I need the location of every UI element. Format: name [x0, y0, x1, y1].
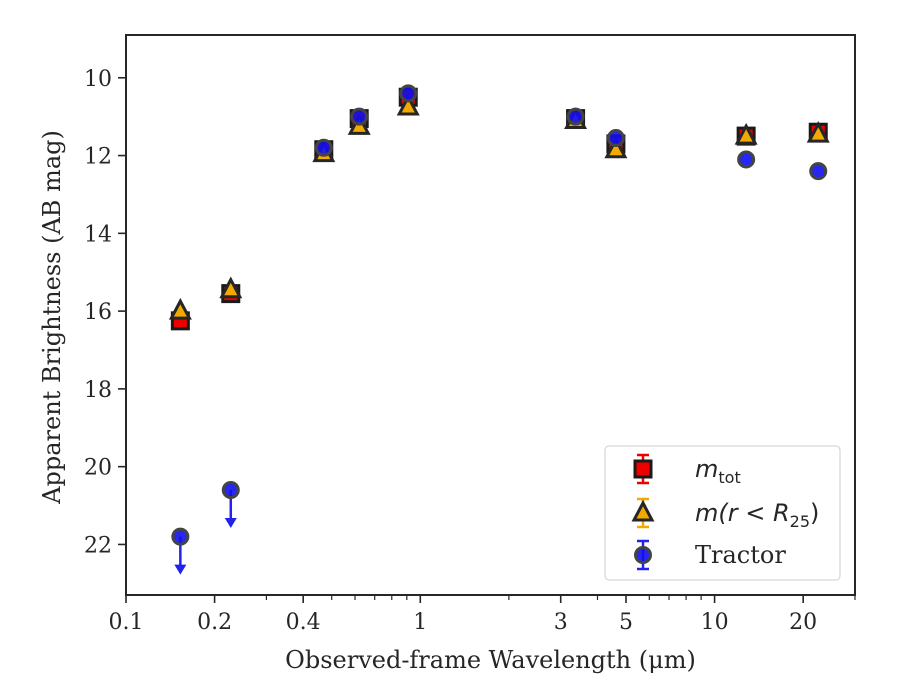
y-tick-label: 14 [84, 222, 112, 247]
legend-square-marker [633, 459, 653, 479]
legend-item: m(r < R25) [631, 497, 819, 531]
triangle-marker [604, 136, 628, 159]
y-tick-label: 12 [84, 145, 112, 170]
x-tick-label: 10 [701, 610, 729, 635]
upper-limit-arrow-head [174, 564, 187, 575]
series-circle [171, 84, 828, 575]
plot-frame [125, 34, 856, 596]
circle-marker [809, 162, 828, 181]
legend-item: mtot [633, 453, 741, 487]
circle-marker [314, 138, 333, 157]
circle-marker [737, 150, 756, 169]
legend-box [604, 445, 841, 581]
x-tick-label: 20 [789, 610, 817, 635]
legend-circle-marker [634, 546, 652, 564]
upper-limit-arrow-head [224, 518, 237, 528]
triangle-marker [396, 93, 420, 116]
legend-label: mtot [695, 455, 741, 487]
triangle-marker [806, 120, 830, 143]
x-tick-label: 3 [554, 610, 568, 635]
legend-label: m(r < R25) [695, 499, 819, 531]
y-axis-label: Apparent Brightness (AB mag) [38, 130, 66, 505]
x-tick-label: 0.2 [197, 610, 232, 635]
circle-marker [606, 129, 625, 148]
circle-marker [399, 84, 418, 103]
legend-triangle-marker [631, 499, 655, 522]
circle-marker [566, 107, 585, 126]
circle-marker [171, 527, 190, 546]
series-triangle [168, 93, 830, 320]
triangle-marker [219, 276, 243, 299]
axis-ticks: 0.1 0.2 0.4 1 3 5 10 20 10 12 14 16 18 20 22 [84, 67, 817, 635]
x-tick-label: 5 [619, 610, 633, 635]
legend: mtot m(r < R25) Tractor [604, 445, 841, 581]
data-markers [168, 84, 830, 575]
y-tick-label: 10 [84, 67, 112, 92]
triangle-marker [734, 122, 758, 145]
series-square [170, 87, 828, 331]
y-tick-label: 18 [84, 378, 112, 403]
x-tick-label: 1 [413, 610, 427, 635]
legend-item: Tractor [634, 539, 786, 571]
circle-marker [350, 107, 369, 126]
x-axis-label: Observed-frame Wavelength (μm) [285, 646, 696, 674]
y-tick-label: 16 [84, 300, 112, 325]
x-tick-label: 0.4 [286, 610, 321, 635]
triangle-marker [168, 297, 192, 320]
legend-label: Tractor [695, 541, 786, 569]
circle-marker [221, 481, 240, 499]
x-tick-label: 0.1 [109, 610, 144, 635]
y-tick-label: 20 [84, 456, 112, 481]
y-tick-label: 22 [84, 533, 112, 558]
